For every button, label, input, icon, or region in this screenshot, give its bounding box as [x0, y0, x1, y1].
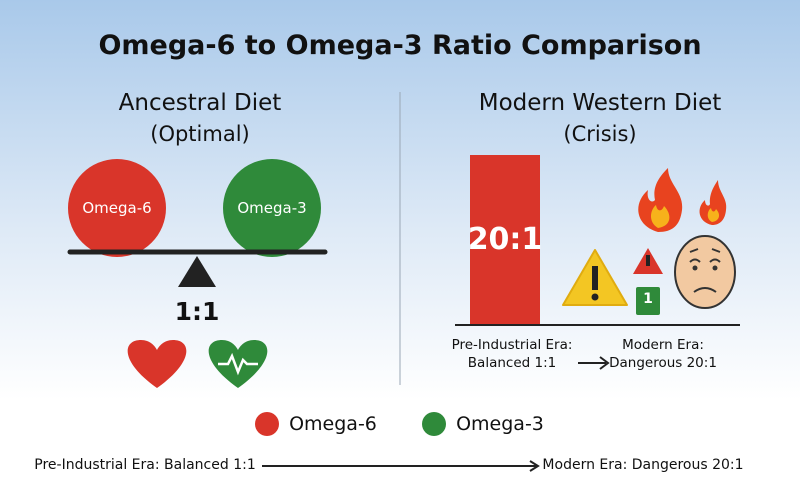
subheading: (Crisis): [563, 122, 637, 146]
flame-core: [651, 205, 670, 228]
bar-label: 20:1: [467, 222, 543, 257]
omega6-circle: [68, 159, 166, 257]
eye: [712, 265, 718, 271]
circle-label: Omega-3: [237, 199, 307, 217]
pulse-line: [218, 352, 258, 376]
heart-pulse-icon: [208, 340, 268, 388]
timeline-arrow-head: [529, 460, 540, 472]
badge: [636, 287, 660, 315]
ratio-bar: [470, 155, 540, 325]
timeline-end: Modern Era: Dangerous 20:1: [542, 457, 744, 473]
fulcrum: [178, 256, 216, 287]
warning-dot: [591, 293, 599, 301]
circle-label: Omega-6: [82, 199, 152, 217]
heading: Ancestral Diet: [118, 90, 282, 116]
warning-mark: [592, 266, 598, 290]
caption: Pre-Industrial Era: Balanced 1:1: [451, 337, 573, 371]
flame-core: [707, 208, 720, 222]
flame-icon: [699, 180, 727, 225]
ratio-label: 1:1: [174, 297, 220, 326]
face-features: [689, 248, 721, 293]
small-warning-mark: [646, 255, 650, 266]
arrow-head: [599, 356, 610, 370]
timeline-start: Pre-Industrial Era: Balanced 1:1: [34, 457, 256, 473]
legend-swatch: [255, 412, 279, 436]
caption: Modern Era: Dangerous 20:1: [609, 337, 717, 371]
legend-swatch: [422, 412, 446, 436]
legend-label: Omega-3: [456, 413, 544, 435]
heading: Modern Western Diet: [478, 90, 722, 116]
subheading: (Optimal): [150, 122, 250, 146]
flame-icon: [638, 168, 683, 232]
omega3-circle: [223, 159, 321, 257]
legend-label: Omega-6: [289, 413, 377, 435]
badge-label: 1: [643, 291, 653, 307]
heart-icon: [127, 340, 187, 388]
eye: [692, 265, 698, 271]
worried-face: [674, 235, 736, 309]
title: Omega-6 to Omega-3 Ratio Comparison: [98, 30, 702, 61]
